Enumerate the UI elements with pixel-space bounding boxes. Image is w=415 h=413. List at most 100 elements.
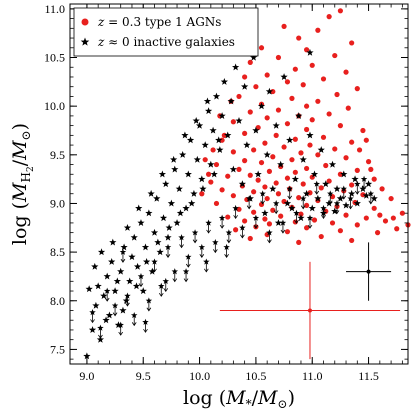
inactive-galaxy-point [158, 170, 166, 178]
agn-point [205, 171, 212, 177]
inactive-galaxy-point [171, 165, 179, 173]
inactive-galaxy-point [351, 175, 359, 183]
agn-point [349, 40, 355, 46]
upper-limit-point [119, 248, 127, 263]
inactive-galaxy-point [148, 267, 156, 275]
y-tick-label: 7.5 [50, 342, 65, 356]
upper-limit-point [205, 219, 212, 234]
x-tick-label: 10.5 [245, 369, 266, 383]
agn-point [329, 220, 336, 226]
inactive-galaxy-point [340, 170, 348, 178]
inactive-galaxy-point [283, 199, 292, 207]
inactive-galaxy-point [132, 282, 141, 290]
inactive-galaxy-point [153, 194, 161, 202]
agn-point [298, 150, 304, 156]
y-axis-title: log (MH2/M⊙) [9, 123, 36, 245]
inactive-galaxy-point [261, 209, 269, 217]
agn-point [377, 212, 383, 218]
agn-point [296, 239, 302, 245]
agn-point [247, 109, 253, 115]
inactive-galaxy-point [250, 53, 258, 61]
inactive-galaxy-point [141, 243, 150, 251]
inactive-galaxy-point [257, 102, 266, 110]
inactive-galaxy-point [310, 170, 319, 178]
upper-limit-point [117, 321, 124, 336]
upper-limit-point [223, 243, 230, 258]
agn-point [371, 176, 377, 182]
inactive-galaxy-point [263, 151, 271, 158]
agn-point [363, 215, 369, 221]
inactive-galaxy-point [252, 126, 260, 134]
agn-point [326, 111, 332, 117]
inactive-galaxy-point [238, 180, 246, 188]
upper-limit-point [299, 195, 307, 210]
agn-point [326, 178, 332, 184]
agn-point [258, 159, 265, 166]
agn-point [255, 124, 261, 131]
inactive-galaxy-point [215, 136, 223, 144]
agn-point [292, 169, 298, 175]
agn-point [202, 157, 208, 163]
inactive-galaxy-point [193, 155, 201, 163]
agn-point [304, 103, 310, 109]
inactive-galaxy-point [97, 248, 106, 256]
inactive-galaxy-point [182, 204, 190, 212]
upper-limit-point [354, 180, 361, 195]
inactive-galaxy-point [175, 185, 183, 192]
inactive-galaxy-point [210, 170, 218, 178]
agn-point [275, 107, 282, 113]
upper-limit-point [272, 200, 280, 215]
agn-point [326, 14, 332, 20]
agn-point [210, 147, 216, 153]
agn-point [219, 137, 225, 143]
legend-box [73, 7, 259, 57]
agn-point [318, 233, 324, 240]
inactive-galaxy-point [209, 126, 217, 134]
inactive-galaxy-point [100, 292, 108, 299]
inactive-galaxy-point [145, 209, 153, 217]
inactive-galaxy-point [128, 253, 136, 261]
inactive-galaxy-point [123, 223, 132, 231]
upper-limit-point [239, 224, 246, 239]
legend-label-inactive: z ≈ 0 inactive galaxies [97, 35, 235, 49]
inactive-galaxy-point [179, 151, 187, 158]
inactive-galaxy-point [243, 141, 251, 149]
inactive-galaxy-point [156, 248, 164, 256]
inactive-galaxy-point [254, 170, 262, 178]
agn-point [284, 229, 291, 235]
inactive-galaxy-point [130, 233, 138, 241]
upper-limit-point [111, 302, 119, 317]
inactive-galaxy-point [173, 219, 181, 226]
upper-limit-point [245, 195, 253, 210]
x-axis-title: log (M*/M⊙) [183, 387, 295, 411]
upper-limit-point [182, 268, 190, 283]
inactive-galaxy-point [336, 194, 345, 202]
agn-point [379, 186, 385, 192]
inactive-galaxy-point [109, 238, 117, 246]
agn-point [300, 181, 306, 187]
inactive-galaxy-point [328, 160, 337, 168]
inactive-galaxy-point [133, 262, 142, 270]
upper-limit-point [313, 180, 320, 195]
agn-point [262, 216, 268, 222]
upper-limit-point [158, 282, 165, 297]
inactive-galaxy-point [325, 199, 333, 207]
upper-limit-point [137, 273, 145, 288]
agn-point [251, 209, 257, 215]
agn-point [360, 192, 366, 198]
agn-point [374, 230, 381, 236]
inactive-galaxy-point [232, 63, 240, 71]
upper-limit-point [306, 214, 314, 229]
upper-limit-point [232, 204, 239, 220]
inactive-galaxy-point [265, 87, 274, 95]
inactive-galaxy-point [92, 301, 100, 309]
agn-point [304, 225, 310, 231]
upper-limit-point [191, 229, 199, 244]
agn-point [264, 72, 270, 78]
agn-point [219, 187, 225, 193]
y-tick-label: 8.5 [50, 245, 65, 259]
agn-point [300, 82, 306, 88]
y-tick-label: 10.0 [44, 99, 65, 113]
agn-point [281, 23, 287, 29]
inactive-galaxy-point [120, 243, 128, 251]
